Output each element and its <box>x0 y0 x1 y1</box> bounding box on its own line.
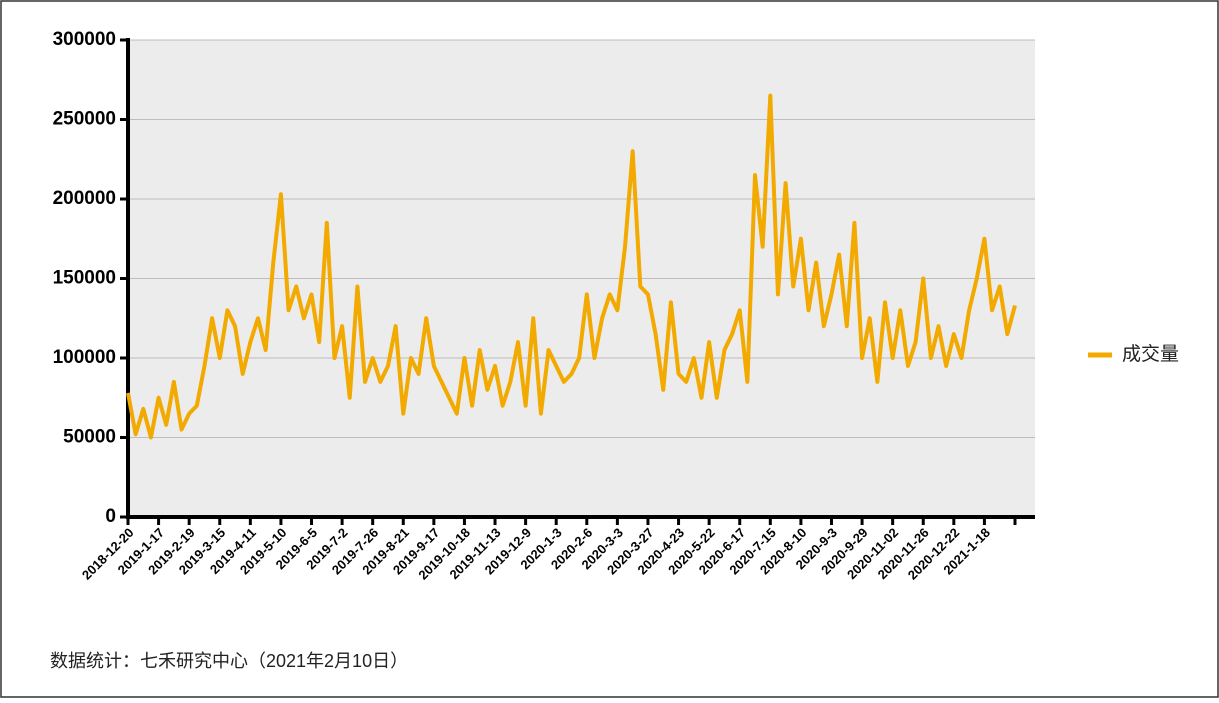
y-tick-label: 300000 <box>53 29 116 50</box>
source-note: 数据统计：七禾研究中心（2021年2月10日） <box>50 651 408 671</box>
y-tick-label: 100000 <box>53 347 116 368</box>
legend-label: 成交量 <box>1122 343 1179 365</box>
y-tick-label: 200000 <box>53 188 116 209</box>
y-tick-label: 250000 <box>53 109 116 130</box>
y-tick-label: 50000 <box>63 427 116 448</box>
y-tick-label: 0 <box>105 506 116 527</box>
series-line <box>126 93 1017 440</box>
y-tick-label: 150000 <box>53 268 116 289</box>
